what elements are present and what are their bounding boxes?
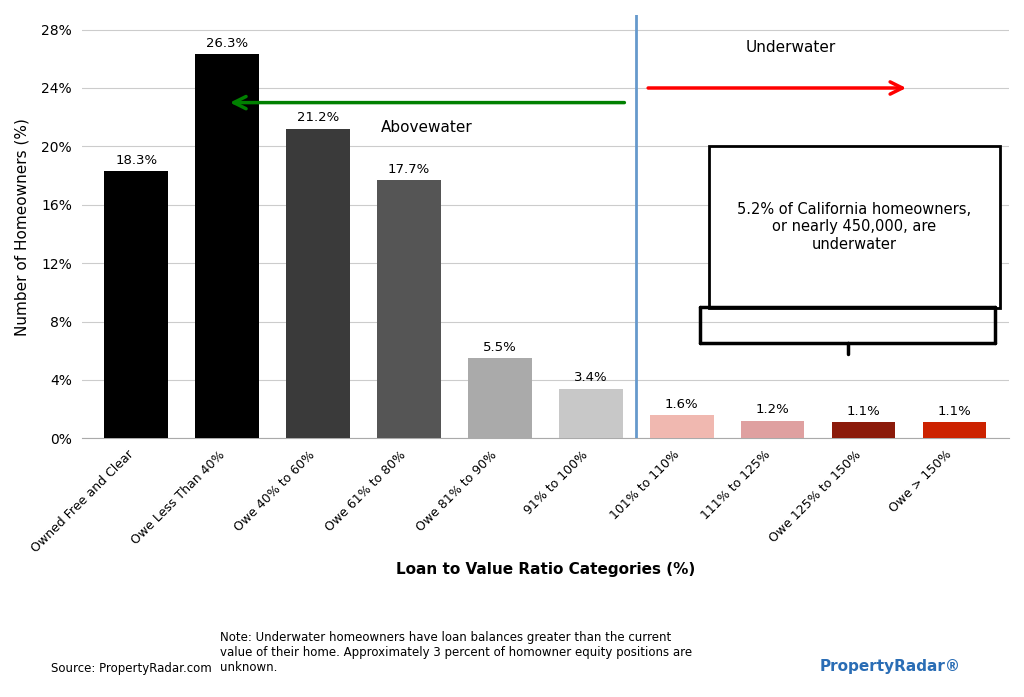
Text: Abovewater: Abovewater [381,120,473,135]
Bar [468,358,531,438]
Text: Underwater: Underwater [745,40,836,55]
Text: 1.1%: 1.1% [938,405,972,418]
Bar [377,180,440,438]
Y-axis label: Number of Homeowners (%): Number of Homeowners (%) [15,118,30,336]
Text: Note: Underwater homeowners have loan balances greater than the current
value of: Note: Underwater homeowners have loan ba… [220,631,692,674]
Text: 21.2%: 21.2% [297,112,339,125]
Bar [196,54,259,438]
X-axis label: Loan to Value Ratio Categories (%): Loan to Value Ratio Categories (%) [395,562,695,577]
Text: 5.2% of California homeowners,
or nearly 450,000, are
underwater: 5.2% of California homeowners, or nearly… [737,202,972,252]
Text: 17.7%: 17.7% [388,162,430,176]
Bar [287,129,350,438]
Text: 1.6%: 1.6% [665,398,698,411]
Bar [650,415,714,438]
Text: 1.2%: 1.2% [756,404,790,417]
Text: 5.5%: 5.5% [483,341,517,353]
Text: 1.1%: 1.1% [847,405,881,418]
Bar [923,422,986,438]
Bar [831,422,895,438]
Text: PropertyRadar®: PropertyRadar® [819,659,961,674]
Bar [104,171,168,438]
Text: Source: PropertyRadar.com: Source: PropertyRadar.com [51,662,212,675]
Bar [559,389,623,438]
Text: 26.3%: 26.3% [206,37,248,50]
Text: 18.3%: 18.3% [115,154,158,167]
Text: 3.4%: 3.4% [574,372,607,384]
FancyBboxPatch shape [709,146,999,307]
Bar [740,421,805,438]
